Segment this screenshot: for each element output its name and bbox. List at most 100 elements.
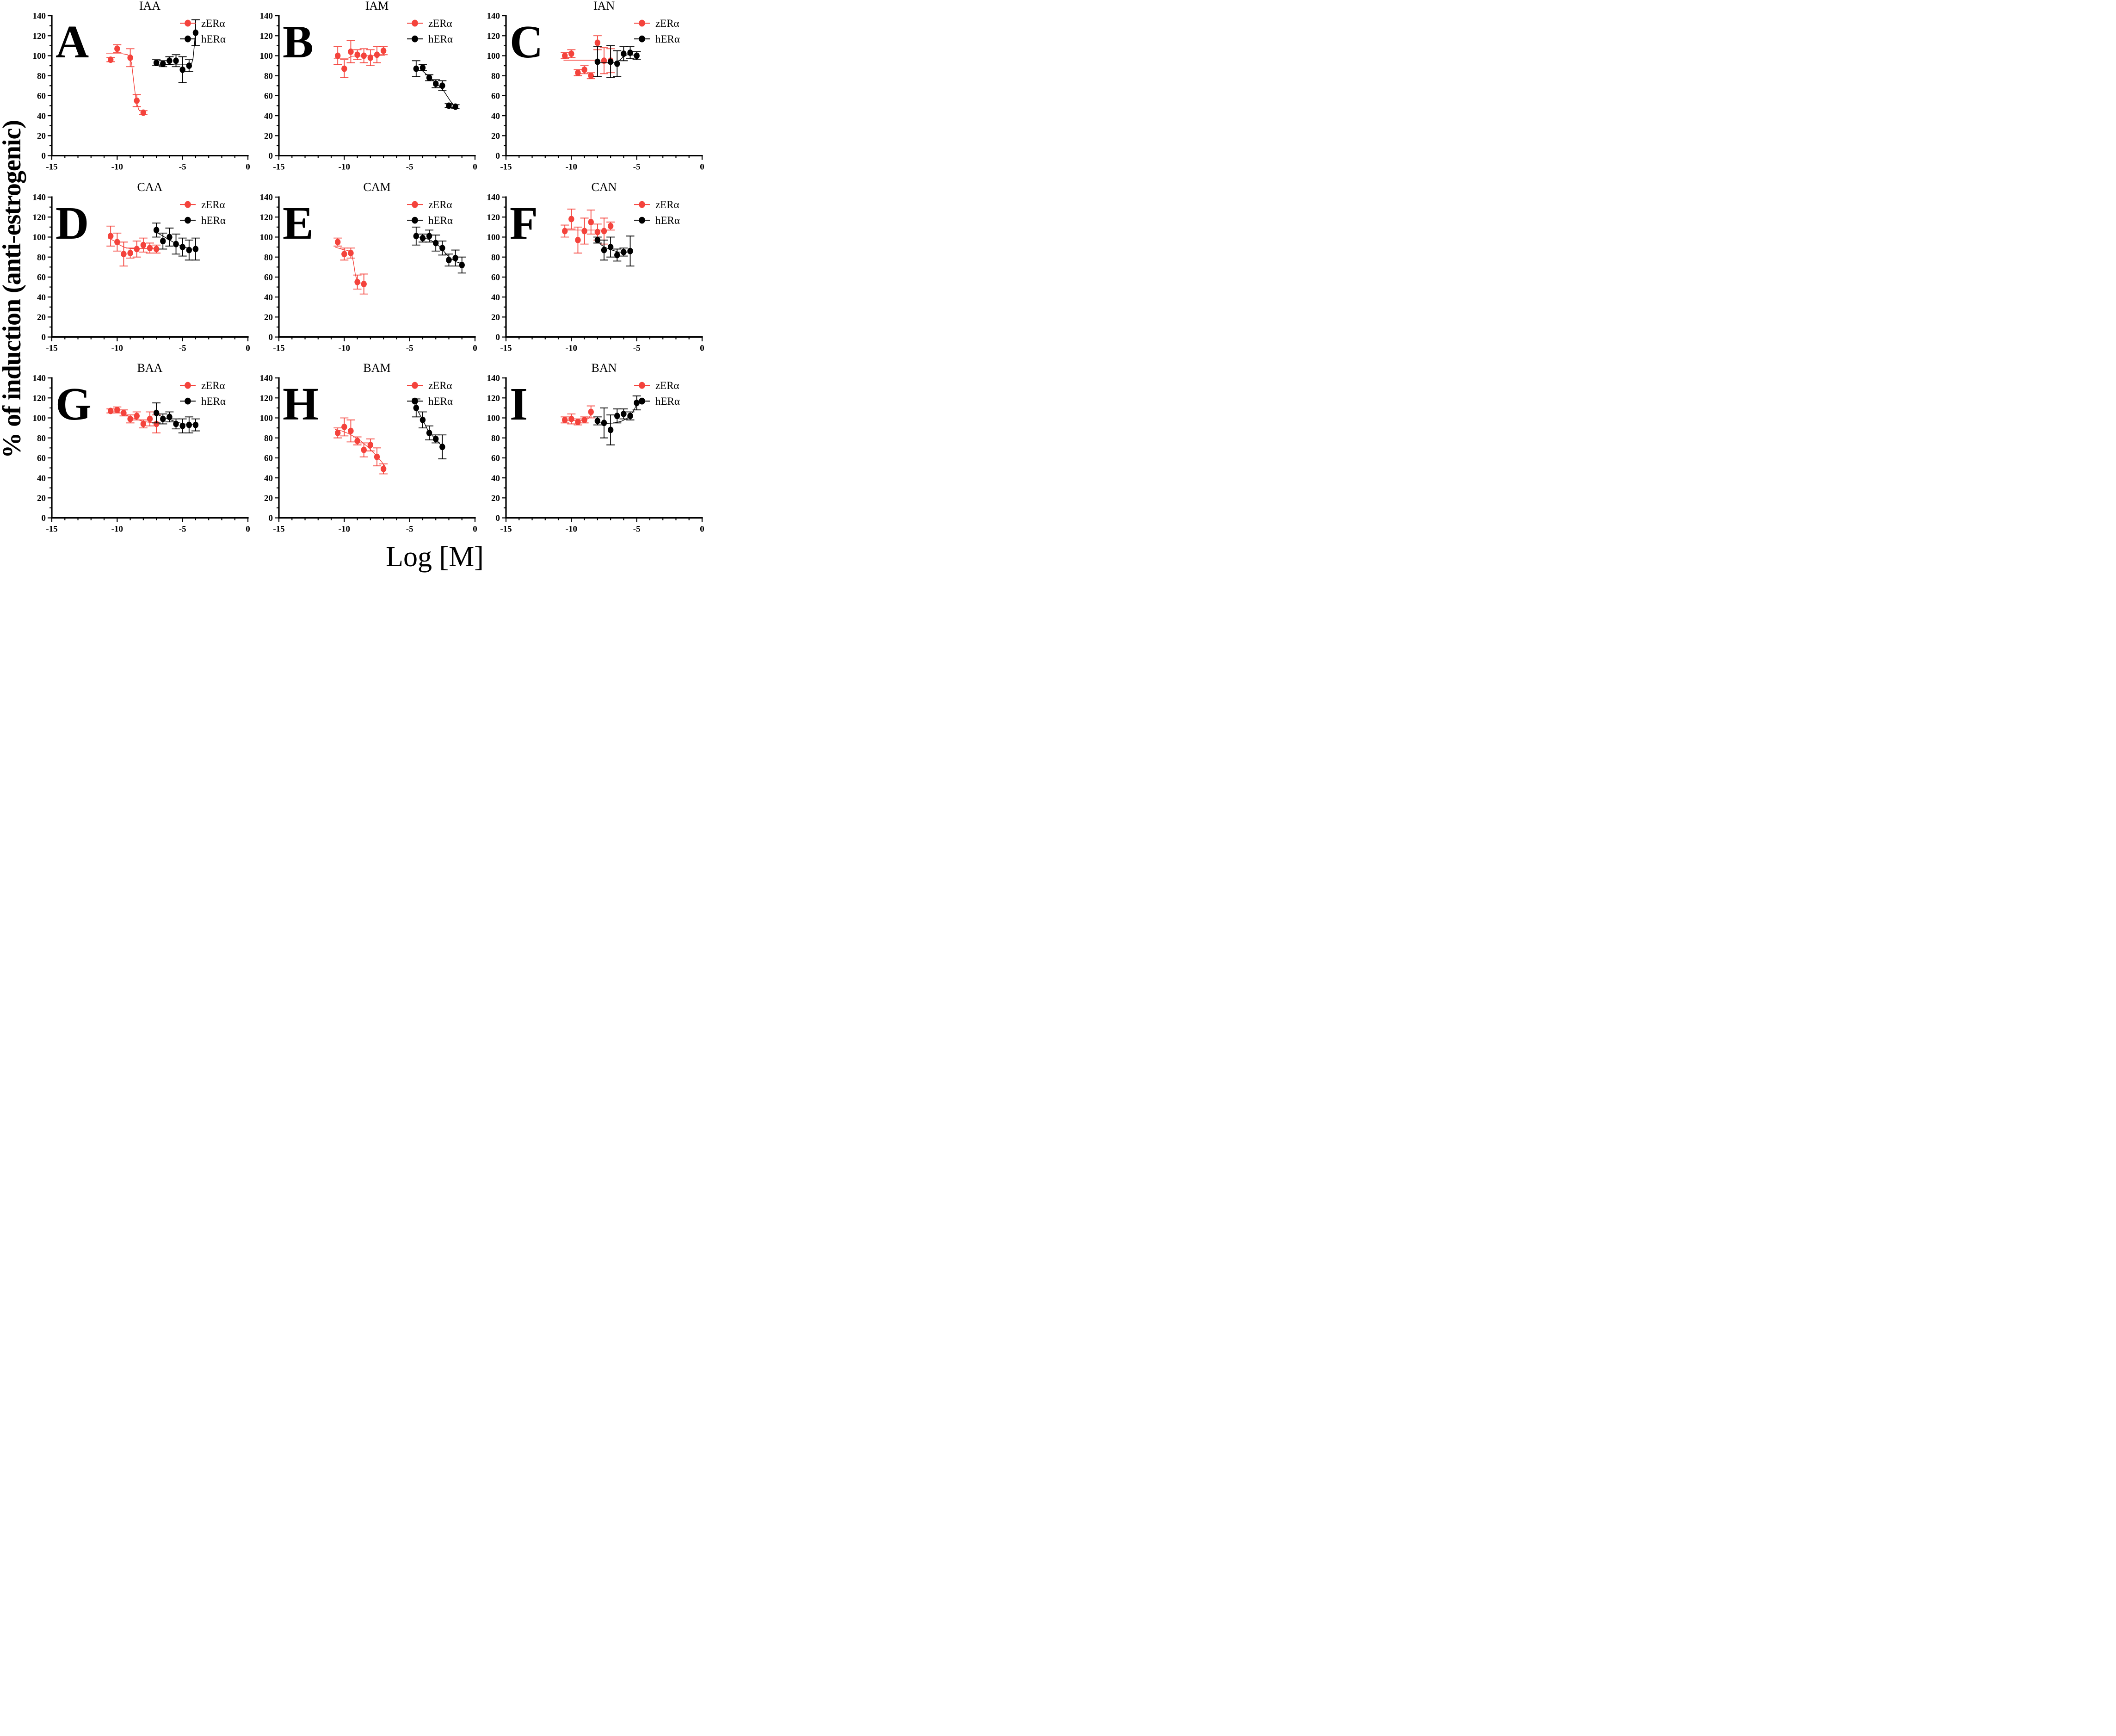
series-zer xyxy=(106,407,161,434)
legend-label: zERα xyxy=(428,379,452,391)
legend-entry: zERα xyxy=(407,198,452,210)
data-point xyxy=(581,228,587,235)
data-point xyxy=(621,248,627,255)
data-point xyxy=(354,278,360,285)
legend-label: zERα xyxy=(428,198,452,210)
data-point xyxy=(433,240,439,247)
legend-marker-dot xyxy=(185,382,191,389)
y-ticks xyxy=(275,377,279,519)
data-point xyxy=(594,58,601,65)
data-point xyxy=(121,250,127,257)
panel-chart: CAA 0 20 40 60 80 100 120 140 -15 -10 -5 0 D zERα hERα xyxy=(33,181,250,353)
x-tick-label: -10 xyxy=(111,343,123,353)
legend-marker-dot xyxy=(412,398,418,405)
x-tick-label: -5 xyxy=(406,162,413,172)
y-tick-label: 140 xyxy=(487,192,500,202)
data-point xyxy=(354,51,360,58)
legend-marker-dot xyxy=(639,35,645,43)
x-tick-label: -10 xyxy=(111,525,123,534)
x-tick-label: -15 xyxy=(46,525,57,534)
x-ticks xyxy=(278,518,476,522)
data-point xyxy=(192,29,199,36)
series-her xyxy=(152,222,200,260)
x-tick-label: -15 xyxy=(273,343,284,353)
legend-label: zERα xyxy=(655,198,679,210)
data-point xyxy=(179,66,185,73)
data-point xyxy=(568,50,574,57)
legend-marker-dot xyxy=(412,201,418,208)
data-point xyxy=(588,72,594,79)
data-point xyxy=(426,430,432,437)
data-point xyxy=(173,241,179,247)
y-tick-label: 40 xyxy=(264,292,273,302)
y-tick-label: 80 xyxy=(37,71,46,81)
panel-letter: G xyxy=(56,378,92,430)
data-point xyxy=(153,59,160,66)
data-point xyxy=(147,244,153,251)
x-tick-label: -5 xyxy=(406,343,413,353)
data-point xyxy=(588,218,594,225)
y-tick-label: 0 xyxy=(42,514,46,524)
data-point xyxy=(121,410,127,417)
data-point xyxy=(562,52,568,59)
y-tick-label: 0 xyxy=(496,333,500,342)
series-zer xyxy=(333,417,388,475)
legend-entry: zERα xyxy=(180,198,225,210)
panel-chart: BAA 0 20 40 60 80 100 120 140 -15 -10 -5 0 G zERα hERα xyxy=(33,362,250,534)
legend: zERα hERα xyxy=(634,17,680,45)
series-her xyxy=(593,395,641,446)
y-tick-label: 0 xyxy=(269,333,273,342)
data-point xyxy=(192,421,199,428)
x-axis-label: Log [M] xyxy=(386,541,484,573)
data-point xyxy=(354,438,360,445)
data-point xyxy=(581,417,587,424)
y-tick-label: 60 xyxy=(264,92,273,101)
fit-line xyxy=(333,55,385,59)
legend-entry: hERα xyxy=(407,214,453,226)
fit-line xyxy=(419,68,455,106)
y-tick-label: 80 xyxy=(491,71,500,81)
panel-chart: BAN 0 20 40 60 80 100 120 140 -15 -10 -5 0 I zERα hERα xyxy=(487,362,704,534)
data-point xyxy=(108,408,114,414)
data-point xyxy=(140,109,147,116)
data-point xyxy=(186,247,192,253)
data-point xyxy=(446,102,452,109)
data-point xyxy=(192,246,199,253)
legend: zERα hERα xyxy=(180,17,226,45)
y-tick-label: 40 xyxy=(491,292,500,302)
data-point xyxy=(601,247,607,253)
x-tick-label: 0 xyxy=(246,525,250,534)
x-tick-label: 0 xyxy=(246,162,250,172)
data-point xyxy=(348,249,354,256)
legend: zERα hERα xyxy=(407,198,453,226)
y-tick-label: 120 xyxy=(260,213,273,222)
y-tick-label: 60 xyxy=(491,272,500,282)
x-tick-label: -5 xyxy=(179,525,186,534)
y-tick-label: 40 xyxy=(264,111,273,121)
y-tick-label: 120 xyxy=(260,394,273,403)
x-ticks xyxy=(278,155,476,160)
data-point xyxy=(426,74,432,81)
legend-marker-dot xyxy=(412,19,418,27)
x-tick-label: -5 xyxy=(633,162,641,172)
legend-entry: zERα xyxy=(634,379,679,391)
data-point xyxy=(380,466,387,473)
x-ticks xyxy=(505,337,703,341)
series-her xyxy=(412,60,460,110)
data-point xyxy=(439,444,445,451)
y-tick-label: 80 xyxy=(37,253,46,262)
data-point xyxy=(419,417,426,424)
legend-entry: zERα xyxy=(407,379,452,391)
y-tick-label: 140 xyxy=(487,12,500,21)
legend-marker-dot xyxy=(412,35,418,43)
data-point xyxy=(114,45,120,52)
data-point xyxy=(134,413,140,420)
y-tick-label: 120 xyxy=(487,394,500,403)
y-tick-label: 20 xyxy=(37,494,46,503)
legend-entry: hERα xyxy=(407,395,453,407)
legend-entry: zERα xyxy=(407,17,452,29)
data-point xyxy=(439,244,445,251)
legend-label: zERα xyxy=(201,17,225,29)
